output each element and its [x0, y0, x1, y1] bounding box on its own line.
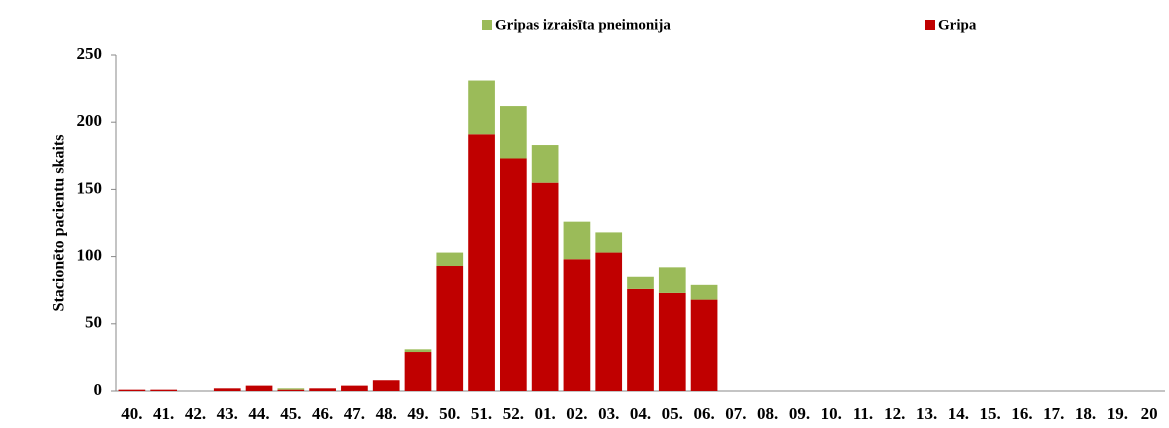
bar-segment: [627, 288, 654, 391]
x-tick-label: 06.: [693, 404, 714, 423]
x-tick-label: 19.: [1107, 404, 1128, 423]
legend-label: Gripas izraisīta pneimonija: [495, 17, 671, 33]
x-tick-label: 01.: [535, 404, 556, 423]
bar-segment: [213, 388, 241, 391]
y-tick-label: 0: [94, 380, 103, 399]
bar-segment: [595, 232, 623, 253]
legend-label: Gripa: [938, 17, 977, 33]
x-tick-label: 51.: [471, 404, 492, 423]
x-tick-label: 12.: [884, 404, 905, 423]
x-tick-label: 09.: [789, 404, 810, 423]
bar-segment: [690, 284, 718, 300]
bar-segment: [372, 380, 400, 391]
x-tick-label: 02.: [566, 404, 587, 423]
bar-segment: [309, 388, 336, 391]
x-tick-label: 41.: [153, 404, 174, 423]
bar-segment: [118, 389, 146, 391]
y-tick-label: 150: [77, 178, 103, 197]
x-tick-label: 43.: [217, 404, 238, 423]
bar-segment: [658, 267, 686, 293]
y-tick-label: 50: [85, 313, 102, 332]
bar-segment: [499, 158, 527, 391]
bar-segment: [277, 389, 305, 391]
bar-segment: [595, 252, 623, 391]
bar-segment: [563, 259, 591, 391]
x-tick-label: 07.: [725, 404, 746, 423]
x-tick-label: 50.: [439, 404, 460, 423]
bar-segment: [658, 292, 686, 391]
x-tick-label: 05.: [662, 404, 683, 423]
x-tick-label: 45.: [280, 404, 301, 423]
x-tick-label: 48.: [376, 404, 397, 423]
bar-segment: [499, 106, 527, 159]
x-tick-label: 49.: [407, 404, 428, 423]
y-tick-label: 100: [77, 246, 103, 265]
x-tick-label: 11.: [853, 404, 873, 423]
bar-segment: [245, 385, 273, 391]
bar-segment: [690, 299, 718, 391]
bar-segment: [563, 221, 591, 260]
x-tick-label: 16.: [1011, 404, 1032, 423]
x-tick-label: 08.: [757, 404, 778, 423]
x-tick-label: 15.: [980, 404, 1001, 423]
x-tick-label: 10.: [821, 404, 842, 423]
x-tick-label: 44.: [248, 404, 269, 423]
y-tick-label: 200: [77, 111, 103, 130]
x-tick-label: 40.: [121, 404, 142, 423]
x-tick-label: 52.: [503, 404, 524, 423]
x-tick-label: 46.: [312, 404, 333, 423]
bar-segment: [531, 145, 559, 183]
legend-swatch: [482, 20, 492, 30]
bar-segment: [436, 266, 464, 391]
x-tick-label: 14.: [948, 404, 969, 423]
x-tick-label: 18.: [1075, 404, 1096, 423]
x-tick-label: 13.: [916, 404, 937, 423]
bar-segment: [531, 182, 559, 391]
x-tick-label: 17.: [1043, 404, 1064, 423]
x-tick-label: 42.: [185, 404, 206, 423]
y-axis-title: Stacionēto pacientu skaits: [51, 135, 68, 312]
x-tick-label: 04.: [630, 404, 651, 423]
bar-segment: [150, 389, 178, 391]
bar-segment: [436, 252, 464, 267]
bar-segment: [277, 388, 305, 390]
x-tick-label: 03.: [598, 404, 619, 423]
bar-segment: [404, 352, 432, 391]
bar-segment: [468, 80, 495, 135]
x-tick-label: 47.: [344, 404, 365, 423]
bar-segment: [404, 349, 432, 353]
bar-segment: [341, 385, 368, 391]
y-tick-label: 250: [77, 44, 103, 63]
legend-swatch: [925, 20, 935, 30]
bar-segment: [627, 276, 654, 289]
bar-segment: [468, 134, 495, 391]
x-tick-label: 20: [1141, 404, 1158, 423]
